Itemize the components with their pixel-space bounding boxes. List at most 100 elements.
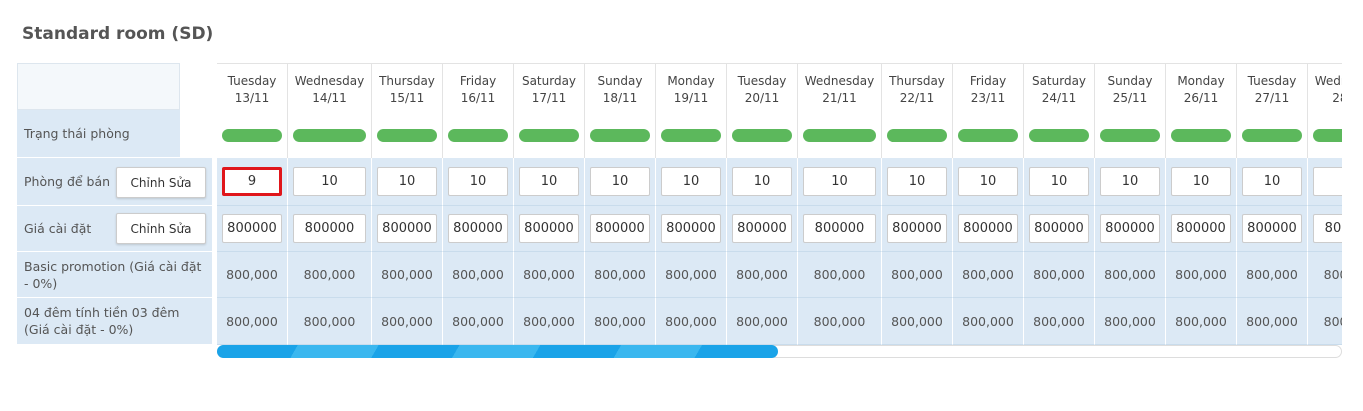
rooms-input[interactable]: 10 — [887, 167, 947, 196]
status-pill[interactable] — [1242, 129, 1302, 142]
rooms-input[interactable]: 10 — [732, 167, 792, 196]
status-pill[interactable] — [448, 129, 508, 142]
rooms-input[interactable]: 10 — [293, 167, 366, 196]
status-pill[interactable] — [732, 129, 792, 142]
status-cell — [727, 113, 798, 158]
row-label: Basic promotion (Giá cài đặt - 0%) — [17, 252, 212, 298]
promo-cell: 800,000 — [798, 252, 882, 298]
promo-cell: 800,000 — [1024, 298, 1095, 345]
day-date: 24/11 — [1041, 91, 1077, 105]
promo-price: 800,000 — [962, 267, 1014, 282]
rooms-input[interactable]: 10 — [1313, 167, 1342, 196]
status-cell — [372, 113, 443, 158]
price-input[interactable]: 800000 — [1100, 214, 1160, 243]
day-name: Monday — [667, 74, 715, 88]
status-pill[interactable] — [1100, 129, 1160, 142]
day-header: Sunday 18/11 — [585, 63, 656, 113]
price-input[interactable]: 800000 — [732, 214, 792, 243]
price-input[interactable]: 800000 — [590, 214, 650, 243]
day-column: Saturday 24/11 10 800000 800,000 800,000 — [1024, 63, 1095, 345]
edit-button[interactable]: Chỉnh Sửa — [116, 213, 206, 244]
price-input[interactable]: 800000 — [293, 214, 366, 243]
price-cell: 800000 — [217, 206, 288, 252]
price-input[interactable]: 800000 — [803, 214, 876, 243]
price-input[interactable]: 800000 — [519, 214, 579, 243]
day-name: Wednesday — [1314, 74, 1342, 88]
status-pill[interactable] — [887, 129, 947, 142]
status-pill[interactable] — [1171, 129, 1231, 142]
rooms-input[interactable]: 10 — [1029, 167, 1089, 196]
rooms-cell: 10 — [656, 158, 727, 206]
promo-price: 800,000 — [736, 314, 788, 329]
price-input[interactable]: 800000 — [222, 214, 282, 243]
day-date: 14/11 — [312, 91, 347, 105]
price-input[interactable]: 800000 — [661, 214, 721, 243]
rooms-input[interactable]: 10 — [377, 167, 437, 196]
status-pill[interactable] — [1313, 129, 1342, 142]
day-column: Saturday 17/11 10 800000 800,000 800,000 — [514, 63, 585, 345]
status-pill[interactable] — [803, 129, 876, 142]
edit-button[interactable]: Chỉnh Sửa — [116, 167, 206, 198]
day-date: 13/11 — [234, 91, 270, 105]
promo-price: 800,000 — [523, 267, 575, 282]
rooms-input[interactable]: 10 — [448, 167, 508, 196]
rooms-input[interactable]: 10 — [1242, 167, 1302, 196]
promo-cell: 800,000 — [953, 298, 1024, 345]
status-pill[interactable] — [958, 129, 1018, 142]
price-input[interactable]: 800000 — [1313, 214, 1342, 243]
status-pill[interactable] — [222, 129, 282, 142]
rooms-cell: 10 — [1024, 158, 1095, 206]
status-pill[interactable] — [293, 129, 366, 142]
day-name: Saturday — [521, 74, 577, 88]
rooms-input[interactable]: 9 — [222, 167, 282, 196]
rooms-input[interactable]: 10 — [1171, 167, 1231, 196]
price-input[interactable]: 800000 — [887, 214, 947, 243]
rooms-cell: 10 — [953, 158, 1024, 206]
status-pill[interactable] — [377, 129, 437, 142]
price-input[interactable]: 800000 — [958, 214, 1018, 243]
status-cell — [1166, 113, 1237, 158]
rooms-input[interactable]: 10 — [519, 167, 579, 196]
price-cell: 800000 — [443, 206, 514, 252]
promo-price: 800,000 — [523, 314, 575, 329]
price-input[interactable]: 800000 — [377, 214, 437, 243]
day-column: Sunday 25/11 10 800000 800,000 800,000 — [1095, 63, 1166, 345]
status-cell — [288, 113, 372, 158]
rooms-cell: 10 — [585, 158, 656, 206]
promo-cell: 800,000 — [1237, 252, 1308, 298]
price-input[interactable]: 800000 — [1242, 214, 1302, 243]
promo-cell: 800,000 — [1166, 252, 1237, 298]
price-cell: 800000 — [1308, 206, 1342, 252]
day-column: Monday 19/11 10 800000 800,000 800,000 — [656, 63, 727, 345]
status-cell — [798, 113, 882, 158]
price-input[interactable]: 800000 — [1171, 214, 1231, 243]
scrollbar-thumb[interactable] — [217, 345, 778, 358]
promo-cell: 800,000 — [727, 298, 798, 345]
status-cell — [585, 113, 656, 158]
rooms-input[interactable]: 10 — [590, 167, 650, 196]
status-pill[interactable] — [519, 129, 579, 142]
price-input[interactable]: 800000 — [448, 214, 508, 243]
day-column: Friday 16/11 10 800000 800,000 800,000 — [443, 63, 514, 345]
status-pill[interactable] — [1029, 129, 1089, 142]
day-header: Thursday 15/11 — [372, 63, 443, 113]
rooms-input[interactable]: 10 — [958, 167, 1018, 196]
rooms-input[interactable]: 10 — [803, 167, 876, 196]
day-date: 26/11 — [1183, 91, 1219, 105]
promo-cell: 800,000 — [1308, 298, 1342, 345]
promo-price: 800,000 — [1104, 314, 1156, 329]
row-label-text: Phòng để bán — [24, 174, 111, 189]
price-input[interactable]: 800000 — [1029, 214, 1089, 243]
rooms-input[interactable]: 10 — [661, 167, 721, 196]
day-column: Monday 26/11 10 800000 800,000 800,000 — [1166, 63, 1237, 345]
status-cell — [1095, 113, 1166, 158]
rooms-input[interactable]: 10 — [1100, 167, 1160, 196]
status-pill[interactable] — [661, 129, 721, 142]
day-name: Tuesday — [737, 74, 787, 88]
day-header: Saturday 24/11 — [1024, 63, 1095, 113]
day-column: Sunday 18/11 10 800000 800,000 800,000 — [585, 63, 656, 345]
promo-price: 800,000 — [1033, 314, 1085, 329]
rooms-cell: 10 — [1237, 158, 1308, 206]
status-pill[interactable] — [590, 129, 650, 142]
price-cell: 800000 — [372, 206, 443, 252]
